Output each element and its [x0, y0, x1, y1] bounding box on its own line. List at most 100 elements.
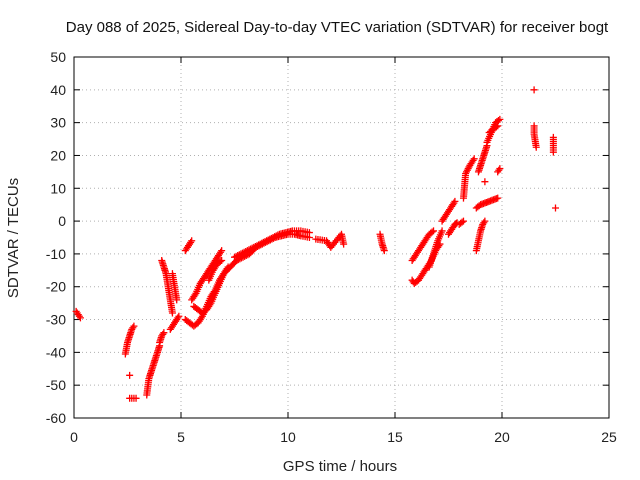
chart-title: Day 088 of 2025, Sidereal Day-to-day VTE… [66, 19, 609, 36]
x-axis: 0 5 10 15 20 25 [70, 57, 617, 445]
x-tick-label: 0 [70, 429, 78, 445]
data-point [76, 314, 84, 322]
data-point [191, 291, 199, 299]
data-point [266, 235, 274, 243]
data-point [216, 258, 224, 266]
y-axis-label: SDTVAR / TECUs [5, 178, 22, 298]
data-point [494, 116, 502, 124]
data-point [530, 86, 538, 94]
data-point [242, 247, 250, 255]
data-point [469, 156, 477, 164]
y-axis: -60 -50 -40 -30 -20 -10 0 10 20 30 40 50 [46, 49, 609, 426]
data-point [130, 322, 138, 330]
data-point [237, 250, 245, 258]
data-point [224, 263, 232, 271]
y-tick-label: 40 [50, 82, 66, 98]
data-point [126, 371, 134, 379]
y-tick-label: 10 [50, 180, 66, 196]
data-point [197, 314, 205, 322]
data-point [255, 241, 263, 249]
data-point [480, 219, 488, 227]
data-point [218, 247, 226, 255]
data-point [232, 252, 240, 260]
data-point [250, 243, 258, 251]
data-point [496, 165, 504, 173]
data-point [267, 234, 275, 242]
data-point [234, 252, 242, 260]
data-point [340, 240, 348, 248]
data-point [235, 251, 243, 259]
x-tick-label: 5 [177, 429, 185, 445]
data-point [248, 244, 256, 252]
data-point [251, 243, 259, 251]
data-point [271, 233, 279, 241]
data-point [253, 242, 261, 250]
data-point [75, 312, 83, 320]
data-point [494, 122, 502, 130]
plot-frame [73, 56, 610, 419]
data-point [188, 237, 196, 245]
data-point [173, 296, 181, 304]
data-point [428, 228, 436, 236]
data-point [495, 166, 503, 174]
data-point [481, 217, 489, 225]
data-point [380, 247, 388, 255]
data-point [243, 247, 251, 255]
data-point [174, 314, 182, 322]
data-point [272, 232, 280, 240]
data-point [160, 329, 168, 337]
data-point [450, 199, 458, 207]
data-point [430, 227, 438, 235]
data-point [129, 324, 137, 332]
data-point [451, 197, 459, 205]
data-point [218, 256, 226, 264]
x-axis-label: GPS time / hours [283, 458, 397, 475]
data-points [72, 86, 559, 402]
data-point [438, 227, 446, 235]
data-point [223, 265, 231, 273]
data-point [256, 240, 264, 248]
data-point [239, 249, 247, 257]
data-point [259, 238, 267, 246]
x-tick-label: 25 [601, 429, 617, 445]
data-point [492, 123, 500, 131]
x-tick-label: 10 [280, 429, 296, 445]
data-point [269, 234, 277, 241]
y-tick-label: -30 [46, 312, 66, 328]
y-tick-label: 0 [58, 213, 66, 229]
data-point [245, 246, 253, 254]
data-point [458, 218, 466, 226]
data-point [217, 248, 225, 256]
data-point [247, 245, 255, 253]
y-tick-label: -20 [46, 279, 66, 295]
data-point [187, 238, 195, 246]
data-point [132, 394, 140, 402]
data-point [261, 238, 269, 246]
data-point [258, 239, 266, 247]
data-point [459, 217, 467, 225]
data-point [274, 231, 282, 239]
data-point [168, 309, 176, 317]
data-point [264, 236, 272, 244]
data-point [549, 148, 557, 156]
y-tick-label: 20 [50, 147, 66, 163]
data-point [481, 178, 489, 186]
data-point [206, 301, 214, 309]
y-tick-label: -40 [46, 344, 66, 360]
y-tick-label: 50 [50, 49, 66, 65]
data-point [305, 229, 313, 237]
y-tick-label: -10 [46, 246, 66, 262]
y-tick-label: -50 [46, 377, 66, 393]
y-tick-label: 30 [50, 115, 66, 131]
y-tick-label: -60 [46, 410, 66, 426]
data-point [159, 330, 167, 338]
x-tick-label: 20 [494, 429, 510, 445]
data-point [175, 312, 183, 320]
data-point [494, 194, 502, 202]
data-point [240, 248, 248, 256]
data-point [496, 115, 504, 123]
data-point [263, 237, 271, 245]
data-point [470, 155, 478, 163]
data-point [532, 143, 540, 151]
